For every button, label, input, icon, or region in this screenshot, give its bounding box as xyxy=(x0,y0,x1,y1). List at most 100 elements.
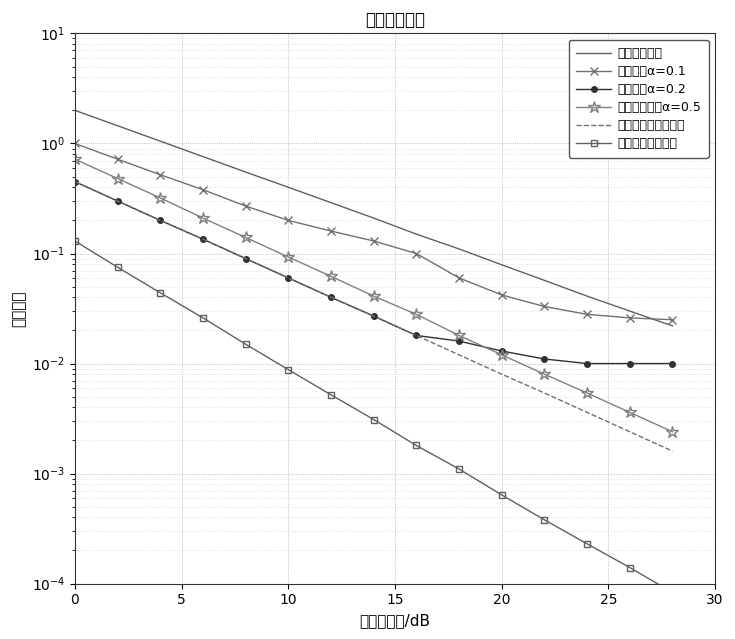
Line: 离散傅立叶变换算法: 离散傅立叶变换算法 xyxy=(75,181,673,451)
指数平滑α=0.1 xyxy=(241,202,250,210)
离散傅立叶变换算法 xyxy=(668,447,677,455)
最优指数平滑α=0.5 xyxy=(156,194,165,202)
指数平滑α=0.2 xyxy=(284,274,293,282)
最小均方误差算法 xyxy=(113,263,122,271)
最优指数平滑α=0.5 xyxy=(71,155,79,163)
指数平滑α=0.1 xyxy=(369,237,378,245)
离散傅立叶变换算法 xyxy=(455,351,464,358)
指数平滑α=0.2 xyxy=(583,360,592,367)
最优指数平滑α=0.5 xyxy=(455,332,464,339)
Y-axis label: 均方误差: 均方误差 xyxy=(11,290,26,327)
Line: 指数平滑α=0.2: 指数平滑α=0.2 xyxy=(72,179,675,366)
最优指数平滑α=0.5 xyxy=(540,371,549,378)
最优指数平滑α=0.5 xyxy=(583,389,592,397)
最小均方误差算法 xyxy=(540,516,549,523)
最小二乘算法 xyxy=(625,307,634,315)
最优指数平滑α=0.5 xyxy=(369,292,378,300)
指数平滑α=0.2 xyxy=(113,197,122,205)
指数平滑α=0.2 xyxy=(412,332,420,339)
最小均方误差算法 xyxy=(156,289,165,296)
指数平滑α=0.2 xyxy=(498,347,506,355)
Line: 最优指数平滑α=0.5: 最优指数平滑α=0.5 xyxy=(68,153,678,438)
离散傅立叶变换算法 xyxy=(498,371,506,378)
最小均方误差算法 xyxy=(455,465,464,473)
最小二乘算法 xyxy=(668,322,677,330)
最优指数平滑α=0.5 xyxy=(198,214,207,222)
离散傅立叶变换算法 xyxy=(113,197,122,205)
最小均方误差算法 xyxy=(625,564,634,571)
最优指数平滑α=0.5 xyxy=(284,253,293,261)
最小均方误差算法 xyxy=(71,237,79,245)
指数平滑α=0.1 xyxy=(71,140,79,148)
离散傅立叶变换算法 xyxy=(198,235,207,243)
指数平滑α=0.1 xyxy=(284,217,293,224)
最小二乘算法 xyxy=(241,168,250,176)
指数平滑α=0.1 xyxy=(540,303,549,311)
指数平滑α=0.2 xyxy=(156,217,165,224)
离散傅立叶变换算法 xyxy=(71,178,79,185)
离散傅立叶变换算法 xyxy=(156,217,165,224)
最小二乘算法 xyxy=(71,107,79,114)
Line: 最小均方误差算法: 最小均方误差算法 xyxy=(71,238,676,596)
离散傅立叶变换算法 xyxy=(583,408,592,416)
指数平滑α=0.1 xyxy=(498,291,506,299)
指数平滑α=0.2 xyxy=(540,355,549,363)
指数平滑α=0.2 xyxy=(241,255,250,263)
离散傅立叶变换算法 xyxy=(540,389,549,397)
最优指数平滑α=0.5 xyxy=(625,408,634,416)
最优指数平滑α=0.5 xyxy=(668,428,677,436)
最优指数平滑α=0.5 xyxy=(241,234,250,242)
指数平滑α=0.2 xyxy=(625,360,634,367)
最小二乘算法 xyxy=(369,214,378,222)
离散傅立叶变换算法 xyxy=(241,255,250,263)
最小均方误差算法 xyxy=(326,391,335,399)
最小均方误差算法 xyxy=(284,366,293,373)
Legend: 最小二乘算法, 指数平滑α=0.1, 指数平滑α=0.2, 最优指数平滑α=0.5, 离散傅立叶变换算法, 最小均方误差算法: 最小二乘算法, 指数平滑α=0.1, 指数平滑α=0.2, 最优指数平滑α=0.… xyxy=(569,40,709,158)
指数平滑α=0.1 xyxy=(412,250,420,258)
指数平滑α=0.2 xyxy=(198,235,207,243)
最小二乘算法 xyxy=(113,122,122,130)
指数平滑α=0.2 xyxy=(668,360,677,367)
指数平滑α=0.1 xyxy=(156,171,165,178)
最小均方误差算法 xyxy=(498,491,506,498)
Line: 指数平滑α=0.1: 指数平滑α=0.1 xyxy=(71,139,677,324)
最小均方误差算法 xyxy=(369,416,378,424)
最小均方误差算法 xyxy=(198,314,207,321)
离散傅立叶变换算法 xyxy=(284,274,293,282)
最小二乘算法 xyxy=(583,292,592,300)
X-axis label: 比特信噪比/dB: 比特信噪比/dB xyxy=(359,613,431,628)
指数平滑α=0.1 xyxy=(113,155,122,163)
最小均方误差算法 xyxy=(668,589,677,596)
离散傅立叶变换算法 xyxy=(326,293,335,301)
最小二乘算法 xyxy=(156,137,165,145)
最小二乘算法 xyxy=(284,183,293,191)
最小二乘算法 xyxy=(455,245,464,253)
离散傅立叶变换算法 xyxy=(369,312,378,320)
指数平滑α=0.1 xyxy=(668,316,677,323)
最优指数平滑α=0.5 xyxy=(412,311,420,318)
最小均方误差算法 xyxy=(241,341,250,348)
指数平滑α=0.1 xyxy=(583,311,592,318)
指数平滑α=0.1 xyxy=(198,186,207,194)
指数平滑α=0.2 xyxy=(71,178,79,185)
指数平滑α=0.2 xyxy=(326,293,335,301)
指数平滑α=0.2 xyxy=(369,312,378,320)
最优指数平滑α=0.5 xyxy=(498,351,506,358)
最小二乘算法 xyxy=(412,230,420,238)
最优指数平滑α=0.5 xyxy=(326,272,335,280)
离散傅立叶变换算法 xyxy=(625,428,634,436)
指数平滑α=0.2 xyxy=(455,337,464,345)
最小二乘算法 xyxy=(326,199,335,206)
最小均方误差算法 xyxy=(412,442,420,449)
指数平滑α=0.1 xyxy=(455,274,464,282)
指数平滑α=0.1 xyxy=(326,227,335,235)
离散傅立叶变换算法 xyxy=(412,332,420,339)
最小二乘算法 xyxy=(198,153,207,160)
最优指数平滑α=0.5 xyxy=(113,174,122,182)
指数平滑α=0.1 xyxy=(625,314,634,321)
Title: 均方误差曲线: 均方误差曲线 xyxy=(365,11,425,29)
最小二乘算法 xyxy=(498,261,506,268)
最小二乘算法 xyxy=(540,277,549,284)
最小均方误差算法 xyxy=(583,540,592,548)
Line: 最小二乘算法: 最小二乘算法 xyxy=(75,111,673,326)
